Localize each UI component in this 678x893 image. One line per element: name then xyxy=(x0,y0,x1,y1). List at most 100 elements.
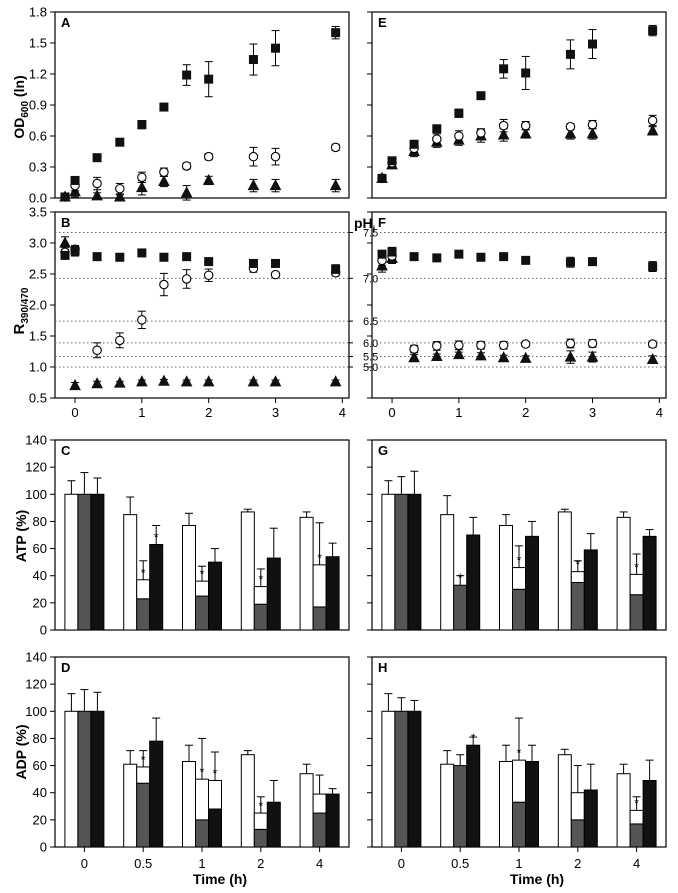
panel-c-bar-4-1-inner xyxy=(312,564,327,608)
panel-g-bar-2-1 xyxy=(512,588,526,631)
panel-b-triangle-9-marker xyxy=(269,375,282,387)
panel-b-square-10-marker xyxy=(331,264,341,274)
panel-e-circle-4-marker xyxy=(454,131,464,141)
panel-b-square-5-marker xyxy=(159,252,169,262)
panel-f-frame xyxy=(371,211,667,399)
panel-h-bar-3-0 xyxy=(557,754,572,848)
panel-f-triangle-10-marker xyxy=(646,352,659,365)
panel-f-square-10-marker xyxy=(648,262,658,272)
panel-e-circle-7-marker xyxy=(520,120,531,131)
panel-d-bar-3-1-star: * xyxy=(258,799,263,813)
panel-d-category-1: 0.5 xyxy=(134,856,152,871)
r-ylabel-sub: 390/470 xyxy=(20,287,31,324)
panel-c-bar-4-1 xyxy=(312,606,327,631)
panel-b-triangle-5-marker xyxy=(158,374,170,386)
panel-f-square-4-marker xyxy=(454,249,464,259)
panel-g-bar-1-1 xyxy=(453,584,468,631)
od-ylabel-sub: 600 xyxy=(20,101,31,118)
panel-a-square-4-marker xyxy=(137,120,147,130)
panel-h-bar-2-2 xyxy=(525,761,539,848)
panel-g: G * * * * xyxy=(367,439,667,631)
panel-g-bar-4-1-star: * xyxy=(634,560,639,574)
panel-f-xtick-label-3: 3 xyxy=(589,405,596,420)
panel-d-category-3: 2 xyxy=(257,856,264,871)
panel-c-bar-4-1-star: * xyxy=(317,551,322,565)
panel-c-bar-3-1 xyxy=(253,603,268,631)
panel-f-triangle-8-marker xyxy=(564,350,577,362)
panel-g-bar-4-1 xyxy=(629,594,644,631)
r-ylabel-main: R xyxy=(11,324,28,335)
panel-b-triangle-4-marker xyxy=(136,375,148,387)
panel-h-bar-1-2-star: * xyxy=(471,731,476,745)
panel-d-bar-3-0 xyxy=(240,754,255,848)
panel-d-bar-4-1 xyxy=(312,812,327,848)
panel-b-circle-6-marker xyxy=(181,274,192,284)
panel-g-bar-4-1-inner xyxy=(629,573,644,596)
panel-b-triangle-6-marker xyxy=(180,375,193,387)
panel-b-square-7-marker xyxy=(204,257,214,267)
panel-h-category-0: 0 xyxy=(398,856,405,871)
panel-h-bar-0-2 xyxy=(407,710,422,848)
panel-a-square-2-marker xyxy=(92,153,102,163)
panel-d-bar-3-2 xyxy=(266,801,281,848)
panel-h-bar-1-2 xyxy=(466,744,481,848)
panel-h-category-2: 1 xyxy=(515,856,522,871)
panel-a-circle-3-marker xyxy=(115,183,125,194)
panel-b-circle-4-marker xyxy=(137,315,147,325)
panel-h-category-1: 0.5 xyxy=(451,856,469,871)
panel-c-bar-0-2 xyxy=(90,493,105,631)
panel-c-bar-2-1 xyxy=(195,595,209,631)
panel-d-bar-4-0 xyxy=(299,773,314,848)
panel-h-bar-4-1-star: * xyxy=(634,796,639,810)
panel-a-triangle-2-marker xyxy=(91,189,103,201)
x-axis-label-right: Time (h) xyxy=(510,871,564,887)
panel-h-bar-4-1 xyxy=(629,823,644,848)
panel-b-square-1-marker xyxy=(70,246,80,256)
panel-b-xtick-label-1: 1 xyxy=(138,405,145,420)
panel-a-circle-9-marker xyxy=(270,151,281,162)
panel-g-bar-0-0 xyxy=(381,493,396,631)
panel-g-bar-1-2 xyxy=(466,534,481,631)
panel-c-bar-2-1-inner xyxy=(195,580,209,597)
panel-b-ph-label-4: 5.5 xyxy=(363,351,378,363)
panel-a-ytick-label-0: 0.0 xyxy=(29,191,47,206)
panel-g-bar-2-0 xyxy=(499,525,513,631)
panel-e-square-3-marker xyxy=(432,124,442,134)
panel-g-bar-1-1-star: * xyxy=(458,571,463,585)
panel-g-bar-1-0 xyxy=(440,514,455,631)
panel-h-bar-2-1-star: * xyxy=(517,746,522,760)
panel-f-circle-5-marker xyxy=(476,340,486,351)
panel-e-circle-5-marker xyxy=(476,128,486,138)
panel-d-ytick-label-3: 60 xyxy=(33,758,47,773)
x-axis-label-left: Time (h) xyxy=(193,871,247,887)
panel-c-ytick-label-2: 40 xyxy=(33,568,47,583)
panel-a-circle-8-marker xyxy=(248,151,259,162)
panel-c-bar-3-0 xyxy=(240,511,255,631)
panel-a-circle-7-marker xyxy=(203,151,214,162)
panel-d-bar-2-1-inner xyxy=(195,778,209,821)
panel-f: F 0 1 2 3 4 xyxy=(367,211,667,420)
panel-c: 0 20 40 60 80 100 120 140 C * * * * * xyxy=(25,433,350,638)
panel-b-ph-label-3: 6.0 xyxy=(363,338,378,350)
panel-d-bar-0-1 xyxy=(77,710,92,848)
panel-f-circle-4-marker xyxy=(454,340,464,351)
panel-h-bar-2-0 xyxy=(499,761,513,848)
panel-d-ytick-label-6: 120 xyxy=(25,677,47,692)
panel-e-square-0-marker xyxy=(377,173,387,183)
panel-a-square-5-marker xyxy=(159,102,169,112)
panel-c-ytick-label-6: 120 xyxy=(25,460,47,475)
panel-f-square-3-marker xyxy=(432,253,442,263)
panel-c-ytick-label-0: 0 xyxy=(40,623,47,638)
panel-h-category-3: 2 xyxy=(574,856,581,871)
panel-g-label: G xyxy=(378,443,388,458)
panel-h-bar-3-2 xyxy=(583,789,598,848)
panel-d-bar-0-2 xyxy=(90,710,105,848)
panel-d-bar-1-2 xyxy=(149,740,164,848)
panel-b-xtick-label-3: 3 xyxy=(272,405,279,420)
panel-e-circle-8-marker xyxy=(565,121,576,132)
panel-c-ytick-label-7: 140 xyxy=(25,433,47,448)
panel-e-square-4-marker xyxy=(454,108,464,118)
panel-f-circle-3-marker xyxy=(432,341,442,351)
panel-a-ytick-label-1: 0.3 xyxy=(29,160,47,175)
panel-h-bar-2-1-inner xyxy=(512,759,526,803)
